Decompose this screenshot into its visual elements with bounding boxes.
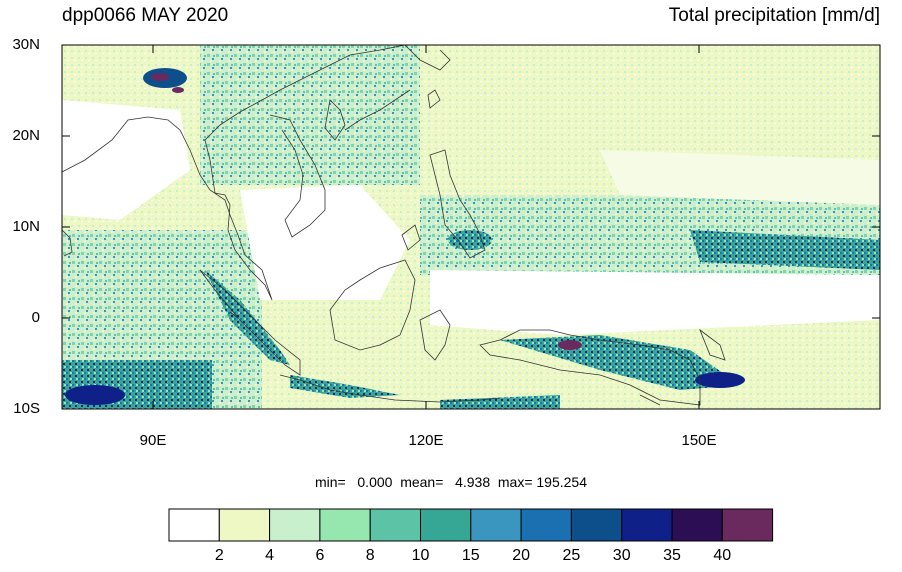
field-statistics: min= 0.000 mean= 4.938 max= 195.254 bbox=[314, 474, 587, 490]
colorbar-box bbox=[420, 508, 472, 542]
colorbar-box bbox=[168, 508, 220, 542]
precipitation-map bbox=[61, 44, 881, 410]
colorbar-level-label: 10 bbox=[411, 547, 430, 564]
colorbar-level-label: 6 bbox=[315, 547, 325, 564]
lon-label-90e: 90E bbox=[139, 432, 167, 449]
lat-label-10n: 10N bbox=[12, 218, 40, 235]
lon-label-150e: 150E bbox=[681, 432, 717, 449]
map-title-left: dpp0066 MAY 2020 bbox=[62, 5, 229, 26]
lat-label-30n: 30N bbox=[12, 36, 40, 53]
colorbar-box bbox=[520, 508, 572, 542]
map-title-right: Total precipitation [mm/d] bbox=[668, 5, 880, 26]
lat-label-10s: 10S bbox=[13, 400, 40, 417]
colorbar-box bbox=[470, 508, 522, 542]
tick-marks bbox=[62, 44, 880, 409]
colorbar-level-label: 40 bbox=[713, 547, 732, 564]
precipitation-field bbox=[62, 45, 880, 409]
colorbar-level-label: 30 bbox=[612, 547, 631, 564]
colorbar-level-label: 8 bbox=[365, 547, 375, 564]
colorbar-box bbox=[319, 508, 371, 542]
colorbar-box bbox=[671, 508, 723, 542]
colorbar-level-label: 35 bbox=[663, 547, 681, 564]
colorbar-level-label: 2 bbox=[214, 547, 224, 564]
colorbar-box bbox=[369, 508, 422, 542]
lat-label-0: 0 bbox=[31, 309, 40, 326]
colorbar-box bbox=[269, 508, 321, 542]
colorbar-level-label: 25 bbox=[562, 547, 581, 564]
colorbar-box bbox=[570, 508, 623, 542]
coastlines bbox=[61, 44, 726, 406]
colorbar-level-label: 20 bbox=[512, 547, 530, 564]
colorbar-level-label: 15 bbox=[461, 547, 480, 564]
colorbar-box bbox=[621, 508, 673, 542]
lat-label-20n: 20N bbox=[12, 127, 40, 144]
colorbar-box bbox=[721, 508, 774, 542]
colorbar-box bbox=[218, 508, 271, 542]
colorbar-level-label: 4 bbox=[265, 547, 275, 564]
lon-label-120e: 120E bbox=[408, 432, 444, 449]
